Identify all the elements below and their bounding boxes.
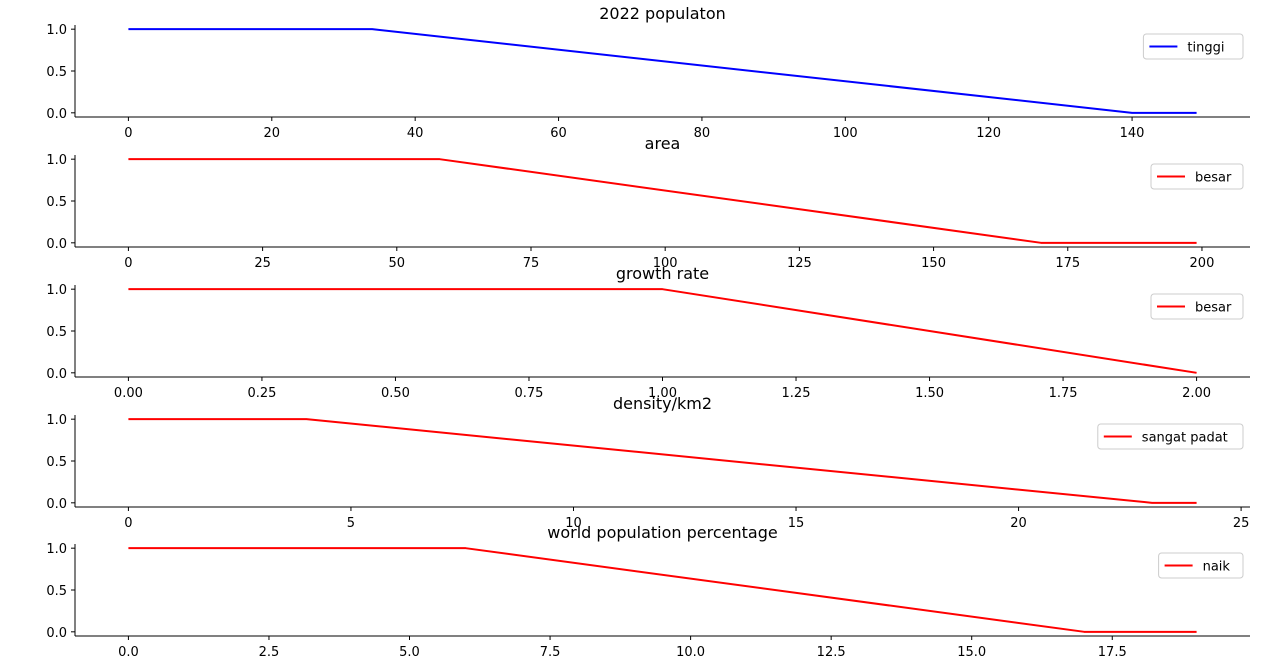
legend-box [1158,552,1244,579]
y-tick-label: 1.0 [46,542,67,557]
legend-box [1150,163,1244,190]
x-tick-label: 12.5 [817,645,846,660]
subplot-title: density/km2 [613,394,712,413]
subplot-4: density/km2 0.0 0.5 1.0 0 5 10 15 20 25 sangat pad… [46,394,1250,531]
x-tick-label: 1.50 [915,386,944,401]
x-tick-label: 120 [976,126,1001,141]
x-tick-label: 15 [788,516,805,531]
y-tick-label: 0.5 [46,195,67,210]
subplot-title: area [645,134,681,153]
subplot-title: world population percentage [547,523,777,542]
x-tick-label: 20 [1010,516,1027,531]
x-tick-label: 5 [347,516,355,531]
y-tick-label: 0.0 [46,237,67,252]
x-tick-label: 2.00 [1182,386,1211,401]
x-tick-label: 7.5 [540,645,561,660]
y-tick-label: 0.0 [46,497,67,512]
x-tick-label: 125 [787,256,812,271]
x-tick-label: 175 [1055,256,1080,271]
x-tick-label: 100 [833,126,858,141]
x-tick-label: 0 [124,126,132,141]
legend-label: besar [1195,171,1232,186]
x-tick-label: 0.25 [247,386,276,401]
series-line-naik [128,547,1197,633]
y-tick-label: 0.0 [46,107,67,122]
series-line-besar [128,288,1197,374]
y-tick-label: 0.0 [46,626,67,641]
x-tick-label: 100 [653,256,678,271]
x-tick-label: 150 [921,256,946,271]
subplot-3: growth rate 0.0 0.5 1.0 0.00 0.25 0.50 0.75 1.00… [46,264,1250,401]
x-tick-label: 25 [1233,516,1250,531]
x-tick-label: 200 [1190,256,1215,271]
y-tick-label: 1.0 [46,283,67,298]
legend: sangat padat [1097,423,1244,450]
legend: naik [1158,552,1244,579]
y-tick-label: 1.0 [46,23,67,38]
x-tick-label: 80 [694,126,711,141]
x-tick-label: 0.50 [381,386,410,401]
x-tick-label: 25 [254,256,271,271]
x-tick-label: 17.5 [1098,645,1127,660]
legend-box [1142,33,1244,60]
subplot-2: area 0.0 0.5 1.0 0 25 50 75 100 125 150 175 200 besar [46,134,1250,271]
series-line-besar [128,158,1197,244]
x-tick-label: 0 [124,516,132,531]
y-tick-label: 0.5 [46,584,67,599]
x-tick-label: 0.00 [114,386,143,401]
x-tick-label: 20 [264,126,281,141]
x-tick-label: 15.0 [957,645,986,660]
y-tick-label: 0.5 [46,455,67,470]
x-tick-label: 10.0 [676,645,705,660]
legend: tinggi [1142,33,1244,60]
y-tick-label: 0.0 [46,367,67,382]
y-tick-label: 1.0 [46,153,67,168]
series-line-tinggi [128,28,1197,114]
x-tick-label: 1.75 [1049,386,1078,401]
legend-box [1097,423,1244,450]
legend-label: naik [1203,560,1231,575]
x-tick-label: 0 [124,256,132,271]
x-tick-label: 1.25 [782,386,811,401]
legend: besar [1150,293,1244,320]
y-tick-label: 0.5 [46,65,67,80]
series-line-sangat-padat [128,418,1197,504]
y-tick-label: 0.5 [46,325,67,340]
x-tick-label: 75 [523,256,540,271]
x-tick-label: 50 [389,256,406,271]
x-tick-label: 2.5 [259,645,280,660]
subplot-title: 2022 populaton [599,4,726,23]
legend-label: besar [1195,301,1232,316]
x-tick-label: 0.0 [118,645,139,660]
legend-label: tinggi [1187,41,1224,56]
x-tick-label: 0.75 [515,386,544,401]
legend: besar [1150,163,1244,190]
x-tick-label: 10 [565,516,582,531]
x-tick-label: 40 [407,126,424,141]
legend-box [1150,293,1244,320]
x-tick-label: 1.00 [648,386,677,401]
subplot-1: 2022 populaton 0.0 0.5 1.0 0 20 40 60 80 100 120 14… [46,4,1250,141]
x-tick-label: 140 [1120,126,1145,141]
x-tick-label: 5.0 [399,645,420,660]
x-tick-label: 60 [550,126,567,141]
subplot-title: growth rate [616,264,709,283]
y-tick-label: 1.0 [46,413,67,428]
subplot-5: world population percentage 0.0 0.5 1.0 0.0 2… [46,523,1250,660]
legend-label: sangat padat [1142,431,1228,446]
